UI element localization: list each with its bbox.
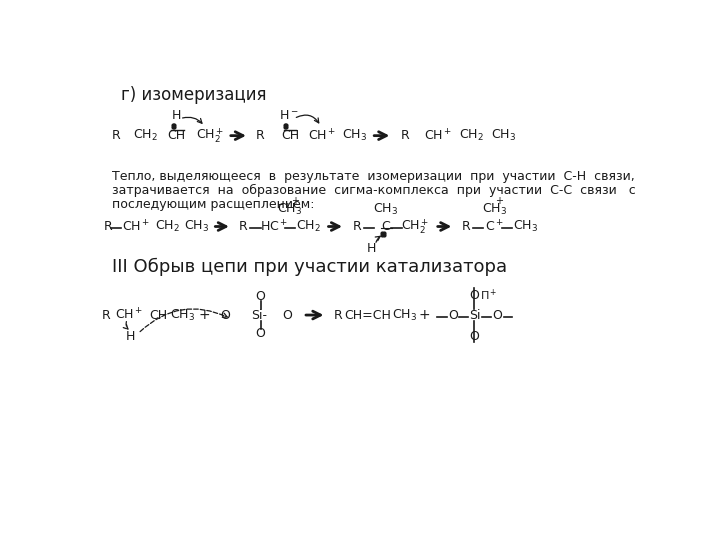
Text: $\mathregular{CH_3}$: $\mathregular{CH_3}$ <box>491 128 516 143</box>
Text: Si-: Si- <box>251 308 267 321</box>
Text: +: + <box>495 196 503 206</box>
Text: R: R <box>462 220 470 233</box>
Text: $\mathregular{CH_3}$: $\mathregular{CH_3}$ <box>343 128 368 143</box>
Text: $\mathregular{CH_3}$: $\mathregular{CH_3}$ <box>374 202 399 217</box>
Text: III Обрыв цепи при участии катализатора: III Обрыв цепи при участии катализатора <box>112 257 507 275</box>
Text: $\mathregular{CH^+}$: $\mathregular{CH^+}$ <box>122 219 150 234</box>
Text: R: R <box>104 220 113 233</box>
Text: $\mathregular{CH_2^+}$: $\mathregular{CH_2^+}$ <box>401 217 430 236</box>
Text: $\mathregular{CH_2}$: $\mathregular{CH_2}$ <box>459 128 484 143</box>
Text: O: O <box>448 308 458 321</box>
Text: O: O <box>283 308 292 321</box>
Text: Тепло, выделяющееся  в  результате  изомеризации  при  участии  С-Н  связи,: Тепло, выделяющееся в результате изомери… <box>112 170 634 183</box>
Text: $\mathregular{CH_2^+}$: $\mathregular{CH_2^+}$ <box>196 126 225 145</box>
Text: R: R <box>401 129 410 142</box>
Text: $\mathregular{CH^+}$: $\mathregular{CH^+}$ <box>308 128 337 143</box>
Text: +: + <box>199 308 210 322</box>
Text: последующим расщеплением:: последующим расщеплением: <box>112 198 314 211</box>
Text: C: C <box>382 220 390 233</box>
Text: O: O <box>492 308 503 321</box>
Text: O: O <box>469 289 480 302</box>
Text: CH=CH: CH=CH <box>344 308 391 321</box>
Text: O: O <box>256 327 266 340</box>
Text: R: R <box>256 129 265 142</box>
Text: O: O <box>256 290 266 303</box>
Text: R: R <box>239 220 248 233</box>
Text: R: R <box>333 308 343 321</box>
Text: O: O <box>469 330 480 343</box>
Text: $\mathregular{CH_2}$: $\mathregular{CH_2}$ <box>296 219 321 234</box>
Text: $\mathregular{C^+}$: $\mathregular{C^+}$ <box>485 219 504 234</box>
Text: $\mathregular{\Pi^+}$: $\mathregular{\Pi^+}$ <box>480 287 497 303</box>
Text: CH: CH <box>281 129 299 142</box>
Text: $\mathregular{CH_3}$: $\mathregular{CH_3}$ <box>171 307 196 322</box>
Text: $\mathregular{CH^+}$: $\mathregular{CH^+}$ <box>114 307 143 323</box>
Text: затрачивается  на  образование  сигма-комплекса  при  участии  С-С  связи   с: затрачивается на образование сигма-компл… <box>112 184 636 197</box>
Text: R: R <box>353 220 361 233</box>
Text: $\mathregular{CH^+}$: $\mathregular{CH^+}$ <box>424 128 452 143</box>
Text: $\mathregular{H^-}$: $\mathregular{H^-}$ <box>279 109 299 122</box>
Text: H: H <box>125 330 135 343</box>
Text: $\mathregular{CH_2}$: $\mathregular{CH_2}$ <box>133 128 158 143</box>
Text: CH: CH <box>168 129 186 142</box>
Text: +: + <box>419 308 431 322</box>
Text: г) изомеризация: г) изомеризация <box>121 85 266 104</box>
Text: H: H <box>366 241 376 254</box>
Text: R: R <box>102 308 110 321</box>
Text: H: H <box>172 109 181 122</box>
Text: CH: CH <box>149 308 167 321</box>
Text: $\mathregular{CH_2}$: $\mathregular{CH_2}$ <box>155 219 180 234</box>
Text: +: + <box>291 196 299 206</box>
Text: O: O <box>221 308 230 321</box>
Text: Si: Si <box>469 308 480 321</box>
Text: $\mathregular{CH_3}$: $\mathregular{CH_3}$ <box>482 202 507 217</box>
Text: $\mathregular{CH_3}$: $\mathregular{CH_3}$ <box>513 219 538 234</box>
Text: $\mathregular{CH_3}$: $\mathregular{CH_3}$ <box>184 219 210 234</box>
Text: $\mathregular{CH_3}$: $\mathregular{CH_3}$ <box>277 202 302 217</box>
Text: R: R <box>112 129 120 142</box>
Text: $\mathregular{HC^+}$: $\mathregular{HC^+}$ <box>261 219 289 234</box>
Text: $\mathregular{CH_3}$: $\mathregular{CH_3}$ <box>392 307 417 322</box>
